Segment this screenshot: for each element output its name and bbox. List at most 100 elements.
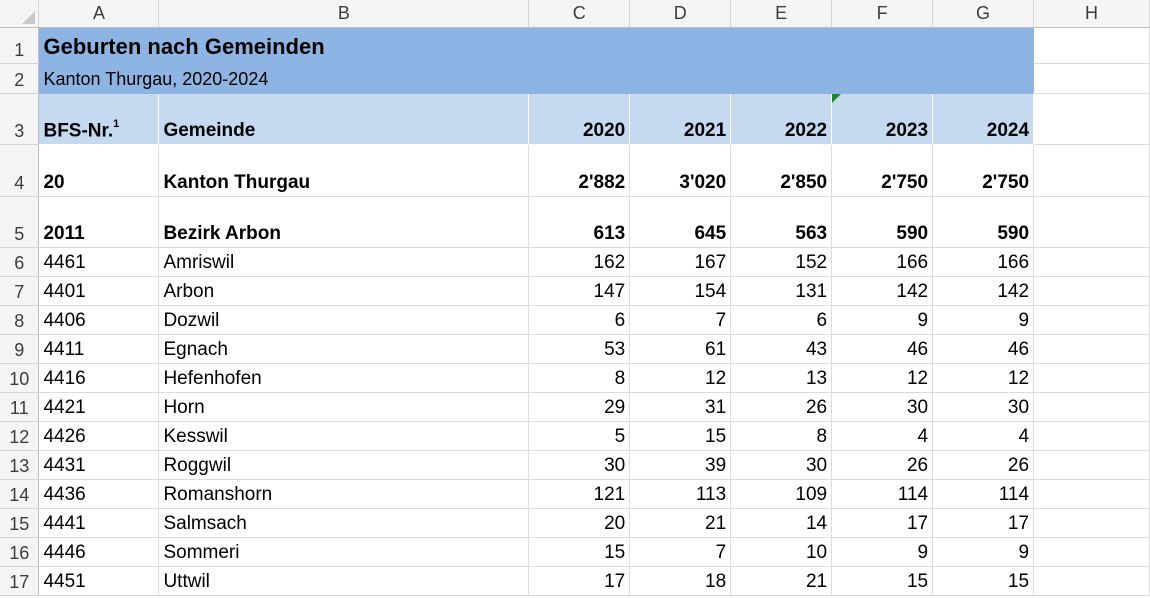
cell-value-2023[interactable]: 2'750 [831, 144, 934, 197]
cell-value-2024[interactable]: 590 [932, 196, 1035, 248]
cell-value-2022[interactable]: 152 [730, 247, 833, 277]
cell-value-2022[interactable]: 131 [730, 276, 833, 306]
row-header[interactable]: 12 [0, 421, 40, 451]
header-bfs[interactable]: BFS-Nr.1 [38, 93, 160, 145]
cell-value-2022[interactable]: 13 [730, 363, 833, 393]
cell-value-2023[interactable]: 9 [831, 305, 934, 335]
cell-value-2020[interactable]: 20 [528, 508, 631, 538]
cell-h1[interactable] [1033, 27, 1150, 64]
cell-bfs-nr[interactable]: 4436 [38, 479, 160, 509]
cell-value-2024[interactable]: 15 [932, 566, 1035, 596]
column-header-g[interactable]: G [932, 0, 1035, 28]
cell-value-2021[interactable]: 7 [629, 537, 732, 567]
cell-value-2023[interactable]: 9 [831, 537, 934, 567]
header-year-2021[interactable]: 2021 [629, 93, 732, 145]
cell-h[interactable] [1033, 334, 1150, 364]
cell-value-2022[interactable]: 563 [730, 196, 833, 248]
cell-bfs-nr[interactable]: 2011 [38, 196, 160, 248]
cell-value-2021[interactable]: 3'020 [629, 144, 732, 197]
cell-value-2021[interactable]: 31 [629, 392, 732, 422]
row-header-1[interactable]: 1 [0, 27, 40, 64]
cell-value-2023[interactable]: 4 [831, 421, 934, 451]
cell-bfs-nr[interactable]: 4406 [38, 305, 160, 335]
cell-value-2021[interactable]: 154 [629, 276, 732, 306]
cell-value-2022[interactable]: 14 [730, 508, 833, 538]
cell-value-2023[interactable]: 30 [831, 392, 934, 422]
cell-value-2020[interactable]: 15 [528, 537, 631, 567]
row-header[interactable]: 16 [0, 537, 40, 567]
cell-value-2020[interactable]: 5 [528, 421, 631, 451]
cell-value-2022[interactable]: 26 [730, 392, 833, 422]
cell-value-2023[interactable]: 166 [831, 247, 934, 277]
cell-bfs-nr[interactable]: 20 [38, 144, 160, 197]
cell-value-2024[interactable]: 2'750 [932, 144, 1035, 197]
cell-bfs-nr[interactable]: 4431 [38, 450, 160, 480]
row-header-3[interactable]: 3 [0, 93, 40, 145]
cell-bfs-nr[interactable]: 4461 [38, 247, 160, 277]
cell-gemeinde[interactable]: Arbon [158, 276, 530, 306]
cell-h[interactable] [1033, 421, 1150, 451]
cell-bfs-nr[interactable]: 4401 [38, 276, 160, 306]
cell-gemeinde[interactable]: Roggwil [158, 450, 530, 480]
cell-value-2023[interactable]: 114 [831, 479, 934, 509]
cell-gemeinde[interactable]: Dozwil [158, 305, 530, 335]
cell-value-2020[interactable]: 30 [528, 450, 631, 480]
header-year-2022[interactable]: 2022 [730, 93, 833, 145]
row-header[interactable]: 9 [0, 334, 40, 364]
row-header[interactable]: 4 [0, 144, 40, 197]
cell-value-2024[interactable]: 114 [932, 479, 1035, 509]
cell-value-2021[interactable]: 21 [629, 508, 732, 538]
cell-h[interactable] [1033, 566, 1150, 596]
cell-h[interactable] [1033, 144, 1150, 197]
select-all-corner[interactable] [0, 0, 40, 28]
cell-value-2020[interactable]: 29 [528, 392, 631, 422]
row-header[interactable]: 14 [0, 479, 40, 509]
cell-h[interactable] [1033, 363, 1150, 393]
column-header-d[interactable]: D [629, 0, 732, 28]
column-header-a[interactable]: A [38, 0, 160, 28]
cell-gemeinde[interactable]: Uttwil [158, 566, 530, 596]
cell-gemeinde[interactable]: Romanshorn [158, 479, 530, 509]
cell-gemeinde[interactable]: Amriswil [158, 247, 530, 277]
row-header[interactable]: 6 [0, 247, 40, 277]
cell-h2[interactable] [1033, 63, 1150, 94]
column-header-e[interactable]: E [730, 0, 833, 28]
cell-value-2022[interactable]: 6 [730, 305, 833, 335]
cell-value-2022[interactable]: 21 [730, 566, 833, 596]
cell-value-2024[interactable]: 46 [932, 334, 1035, 364]
cell-value-2021[interactable]: 167 [629, 247, 732, 277]
cell-value-2023[interactable]: 12 [831, 363, 934, 393]
cell-value-2024[interactable]: 4 [932, 421, 1035, 451]
cell-h[interactable] [1033, 479, 1150, 509]
cell-value-2023[interactable]: 142 [831, 276, 934, 306]
column-header-h[interactable]: H [1033, 0, 1150, 28]
cell-value-2023[interactable]: 17 [831, 508, 934, 538]
cell-value-2024[interactable]: 30 [932, 392, 1035, 422]
cell-bfs-nr[interactable]: 4451 [38, 566, 160, 596]
header-year-2024[interactable]: 2024 [932, 93, 1035, 145]
row-header[interactable]: 5 [0, 196, 40, 248]
cell-value-2022[interactable]: 8 [730, 421, 833, 451]
cell-value-2021[interactable]: 15 [629, 421, 732, 451]
sheet-title[interactable]: Geburten nach Gemeinden [38, 27, 1034, 64]
cell-value-2020[interactable]: 2'882 [528, 144, 631, 197]
cell-gemeinde[interactable]: Horn [158, 392, 530, 422]
cell-value-2020[interactable]: 613 [528, 196, 631, 248]
row-header[interactable]: 17 [0, 566, 40, 596]
header-gemeinde[interactable]: Gemeinde [158, 93, 530, 145]
cell-value-2023[interactable]: 46 [831, 334, 934, 364]
cell-gemeinde[interactable]: Kanton Thurgau [158, 144, 530, 197]
cell-value-2020[interactable]: 8 [528, 363, 631, 393]
cell-value-2024[interactable]: 12 [932, 363, 1035, 393]
cell-bfs-nr[interactable]: 4421 [38, 392, 160, 422]
column-header-b[interactable]: B [158, 0, 530, 28]
cell-h[interactable] [1033, 305, 1150, 335]
row-header-2[interactable]: 2 [0, 63, 40, 94]
cell-h3[interactable] [1033, 93, 1150, 145]
cell-bfs-nr[interactable]: 4441 [38, 508, 160, 538]
cell-gemeinde[interactable]: Sommeri [158, 537, 530, 567]
cell-h[interactable] [1033, 196, 1150, 248]
cell-value-2024[interactable]: 9 [932, 537, 1035, 567]
cell-value-2024[interactable]: 166 [932, 247, 1035, 277]
cell-value-2023[interactable]: 590 [831, 196, 934, 248]
